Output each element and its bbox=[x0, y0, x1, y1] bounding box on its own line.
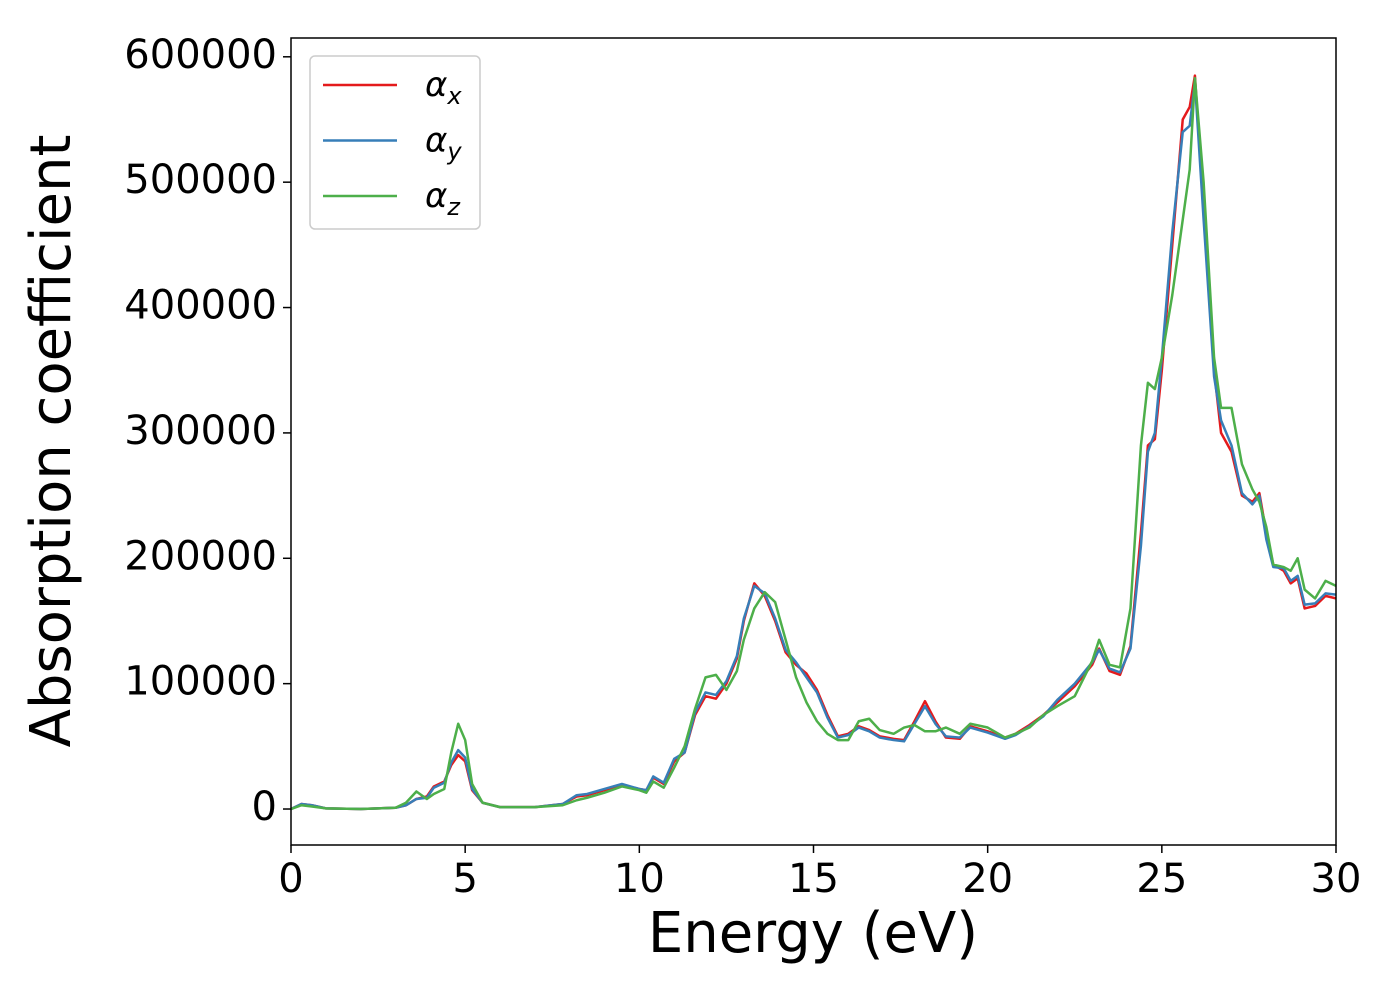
y-tick-label: 200000 bbox=[124, 533, 277, 579]
x-tick-label: 5 bbox=[452, 856, 477, 902]
y-tick-label: 300000 bbox=[124, 408, 277, 454]
legend-label: αz bbox=[425, 176, 461, 221]
legend-label: αx bbox=[425, 65, 462, 110]
plot-frame bbox=[290, 37, 1337, 846]
y-tick-label: 0 bbox=[252, 784, 277, 830]
y-tick-label: 600000 bbox=[124, 32, 277, 78]
y-tick-label: 400000 bbox=[124, 283, 277, 329]
x-tick-label: 15 bbox=[788, 856, 839, 902]
x-tick-label: 20 bbox=[962, 856, 1013, 902]
y-tick-label: 500000 bbox=[124, 157, 277, 203]
x-tick-label: 25 bbox=[1136, 856, 1187, 902]
x-axis-label: Energy (eV) bbox=[648, 901, 978, 966]
plot-lines bbox=[291, 74, 1336, 811]
legend-label: αy bbox=[425, 121, 462, 166]
series-line bbox=[291, 76, 1336, 811]
y-axis-label: Absorption coefficient bbox=[19, 135, 84, 748]
legend-box bbox=[309, 55, 481, 230]
x-tick-label: 10 bbox=[614, 856, 665, 902]
x-tick-label: 0 bbox=[278, 856, 303, 902]
x-tick-label: 30 bbox=[1311, 856, 1362, 902]
y-tick-label: 100000 bbox=[124, 659, 277, 705]
